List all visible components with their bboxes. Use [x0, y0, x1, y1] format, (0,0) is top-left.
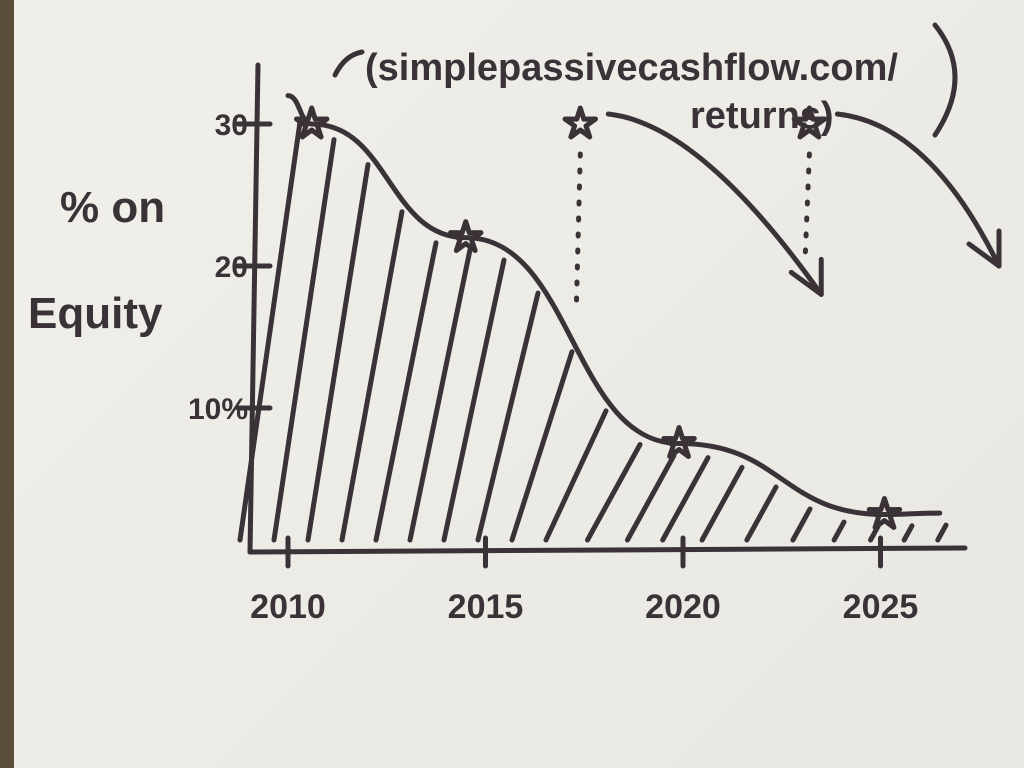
- y-tick-label: 10%: [188, 393, 248, 426]
- annotation-arrow: [332, 49, 365, 78]
- data-point-star: [293, 105, 330, 140]
- hatched-area: [237, 119, 949, 543]
- hatch-line: [744, 484, 779, 543]
- hatch-line: [543, 408, 609, 543]
- x-tick-label: 2025: [843, 588, 919, 626]
- x-axis: [247, 545, 968, 555]
- hatch-line: [509, 349, 575, 543]
- arrow-line: [605, 111, 824, 297]
- hatch-line: [339, 209, 405, 543]
- paper-background: [14, 0, 1024, 768]
- annotation-line1: (simplepassivecashflow.com/: [365, 47, 898, 89]
- y-label-line2: Equity: [28, 289, 163, 338]
- hatch-line: [660, 455, 711, 543]
- hatch-line: [441, 257, 507, 543]
- hatch-line: [585, 442, 643, 543]
- y-axis: [247, 62, 261, 555]
- hatch-line: [790, 506, 813, 543]
- hatch-line: [475, 290, 541, 543]
- arrow-head: [966, 228, 1002, 269]
- x-tick-label: 2010: [250, 588, 326, 626]
- hatch-line: [407, 247, 473, 543]
- data-point-star: [448, 219, 484, 254]
- hatch-line: [901, 523, 915, 543]
- dotted-drop-line: [573, 151, 583, 312]
- series-line: [285, 93, 943, 517]
- reset-star: [791, 105, 828, 140]
- annotation-line2: returns): [690, 95, 834, 137]
- hatch-line: [624, 452, 677, 543]
- y-label-line1: % on: [60, 183, 165, 232]
- hatch-line: [935, 522, 949, 543]
- hatch-line: [271, 137, 337, 543]
- x-tick-label: 2020: [645, 588, 721, 626]
- annotation-paren: [932, 22, 958, 138]
- data-point-star: [866, 496, 903, 530]
- arrow-line: [834, 111, 1002, 269]
- y-tick-label: 20: [215, 251, 248, 284]
- y-tick-label: 30: [215, 109, 248, 142]
- hatch-line: [831, 519, 847, 543]
- x-tick-label: 2015: [448, 588, 524, 626]
- dotted-drop-line: [802, 151, 812, 255]
- reset-star: [562, 105, 599, 140]
- hatch-line: [699, 464, 745, 543]
- hatch-line: [373, 240, 439, 543]
- hatch-line: [305, 162, 371, 543]
- data-point-star: [661, 425, 697, 459]
- arrow-head: [788, 256, 824, 297]
